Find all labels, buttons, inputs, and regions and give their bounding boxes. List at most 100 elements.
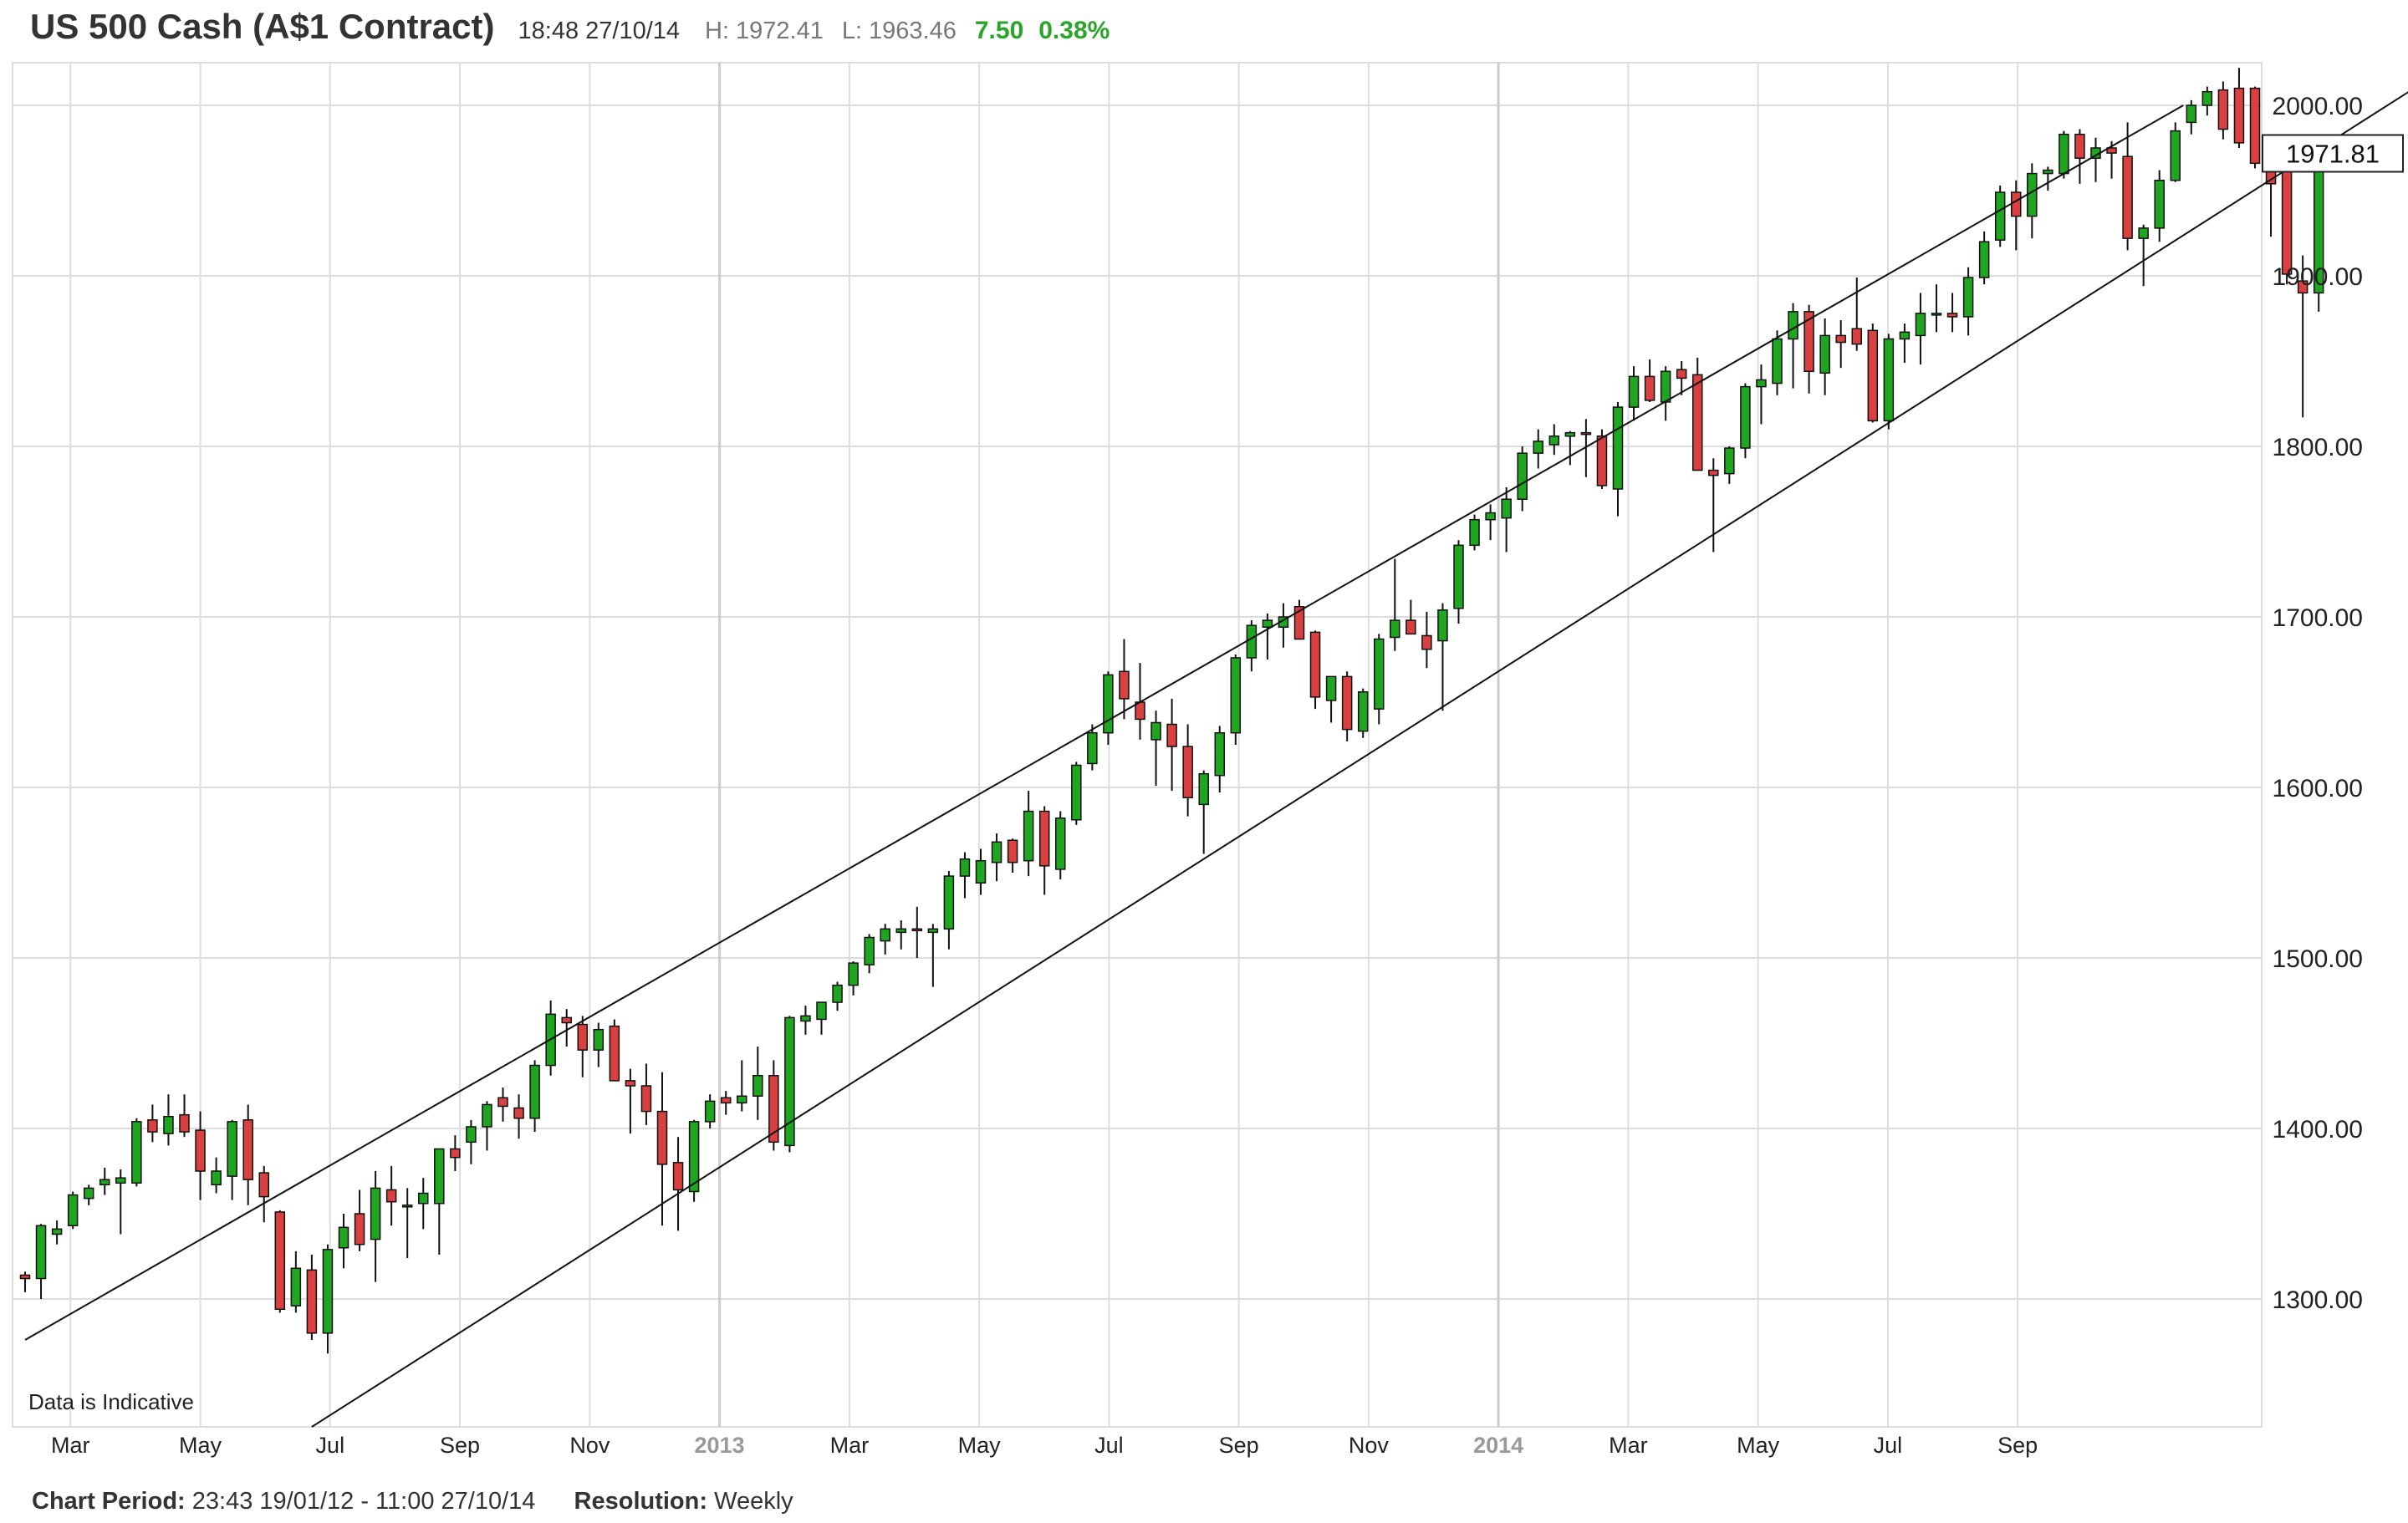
candle [418, 1178, 429, 1230]
candle [1309, 630, 1321, 710]
candle-body [880, 928, 890, 942]
candle [1293, 599, 1305, 640]
candle [1198, 770, 1209, 854]
candle [2106, 140, 2117, 179]
candle [2122, 122, 2133, 251]
candle-body [1915, 313, 1926, 337]
candle [401, 1188, 413, 1259]
candle-body [959, 858, 971, 877]
candle-body [401, 1205, 413, 1208]
candle-body [147, 1119, 158, 1133]
candle-body [2233, 87, 2245, 144]
candle-body [115, 1177, 126, 1184]
candle [784, 1016, 795, 1153]
high-label: H: [705, 18, 730, 44]
candle [466, 1119, 477, 1164]
candle [1119, 639, 1130, 720]
candle-body [1309, 631, 1321, 698]
y-tick-label: 1700.00 [2273, 604, 2363, 632]
candle [1915, 293, 1926, 365]
candle-body [227, 1121, 237, 1177]
candle [1374, 634, 1385, 725]
candle [83, 1184, 94, 1205]
candle-body [1931, 313, 1942, 316]
x-tick-label: May [1737, 1433, 1780, 1458]
channel-line [24, 104, 2184, 1341]
candle-body [1103, 674, 1114, 734]
candle-body [593, 1028, 605, 1051]
last-price-frame [2262, 134, 2404, 173]
candle [1246, 620, 1258, 672]
candle-body [306, 1269, 318, 1334]
candle-body [1182, 746, 1193, 798]
low-value: 1963.46 [869, 18, 957, 44]
candle [2170, 122, 2181, 182]
candle-body [1293, 606, 1305, 640]
candle-body [195, 1129, 206, 1172]
candle [1485, 504, 1496, 541]
candle [529, 1060, 540, 1133]
date-axis: Mar May Jul Sep Nov 2013 Mar May Jul Sep Nov 2014 Ma… [51, 1433, 2038, 1458]
last-price-box: 1971.81 [2262, 134, 2404, 173]
candle-body [1390, 619, 1400, 639]
grid-lines [13, 63, 2262, 1427]
candle-body [1803, 311, 1814, 372]
candle [832, 981, 843, 1011]
candle-body [656, 1110, 668, 1165]
candle-body [179, 1113, 190, 1133]
candle [911, 906, 923, 958]
candle [115, 1169, 126, 1235]
candle [290, 1250, 302, 1313]
candle-body [1899, 331, 1911, 340]
candle-body [1533, 441, 1543, 454]
candle [211, 1157, 222, 1194]
y-tick-label: 1900.00 [2273, 263, 2363, 291]
candle [354, 1189, 365, 1251]
candle [306, 1254, 318, 1340]
candle-body [768, 1075, 779, 1144]
candle [1341, 671, 1353, 741]
candle-body [1756, 379, 1767, 388]
candle-body [1198, 772, 1209, 806]
candle [1421, 611, 1432, 669]
chart-period-label: Chart Period: [32, 1488, 186, 1515]
resolution-value: Weekly [714, 1488, 793, 1515]
candle [609, 1019, 620, 1082]
candle [1071, 762, 1082, 825]
candle [1994, 185, 2006, 247]
candle-body [1580, 431, 1592, 436]
candle-body [2138, 227, 2149, 239]
candle [577, 1016, 588, 1077]
trend-channel [24, 91, 2408, 1428]
candle [1517, 446, 1528, 512]
candle-body [1023, 810, 1034, 862]
price-chart[interactable]: 1300.00 1400.00 1500.00 1600.00 1700.00 1800.… [0, 0, 2408, 1471]
candle-body [975, 859, 987, 884]
candle [561, 1009, 572, 1047]
candle-body [2217, 89, 2229, 130]
candle-body [911, 928, 923, 932]
candle [147, 1104, 158, 1143]
candlestick-series [19, 68, 2340, 1354]
candle-body [784, 1016, 795, 1147]
candle [1596, 429, 1608, 489]
candle [482, 1101, 492, 1151]
candle-body [848, 962, 859, 986]
candle [322, 1244, 334, 1354]
candle-body [211, 1170, 222, 1186]
last-price-label: 1971.81 [2286, 140, 2380, 169]
low-label: L: [841, 18, 863, 44]
candle-body [497, 1097, 508, 1108]
candle-body [1055, 817, 1066, 870]
candle-body [1517, 452, 1528, 500]
candle-body [688, 1121, 700, 1193]
x-tick-label: 2013 [695, 1433, 745, 1458]
candle [1406, 599, 1416, 635]
candle-body [895, 928, 906, 934]
candle-body [418, 1192, 429, 1205]
candle [1851, 278, 1862, 351]
candle-body [832, 984, 843, 1003]
candle-body [1628, 375, 1640, 408]
candle [1055, 811, 1066, 880]
candle [975, 848, 987, 895]
